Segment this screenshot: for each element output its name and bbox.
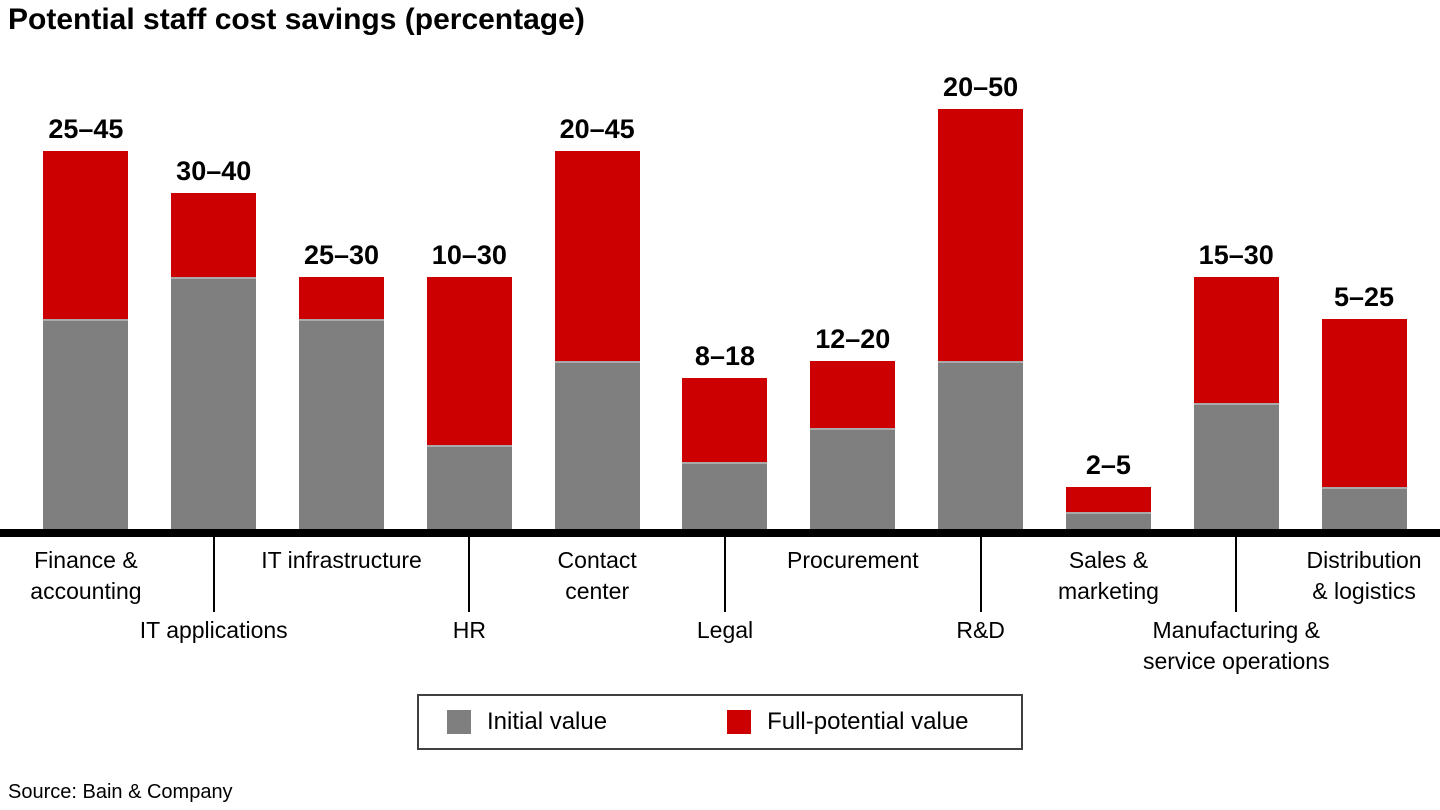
plot-area: 25–45 30–40 25–30 10–30 20–45 8–18 12–20 20–50 2… [22,56,1428,529]
bar-group: 25–45 [22,56,150,529]
legend-item-full-potential-value: Full-potential value [727,708,969,736]
bar-segment-initial [810,428,896,529]
bar-range-label: 15–30 [1198,240,1274,270]
legend-swatch-initial [447,710,471,734]
legend-box: Initial value Full-potential value [417,694,1023,750]
bar-segment-full-potential [554,151,640,361]
x-axis-category-label: Sales & marketing [1057,547,1159,604]
bar-range-label: 30–40 [176,156,252,186]
x-axis-category-label: Legal [696,617,754,643]
x-axis-category-label: Finance & accounting [30,547,142,604]
bar-group: 30–40 [150,56,278,529]
axis-divider-tick [468,537,471,612]
source-caption: Source: Bain & Company [8,781,233,803]
bar-segment-full-potential [426,277,512,445]
bar-segment-full-potential [1193,277,1279,403]
bar-group: 8–18 [661,56,789,529]
bar-range-label: 2–5 [1085,450,1131,481]
bar-range-label: 10–30 [431,240,507,270]
bar-segment-full-potential [810,361,896,429]
bar-segment-full-potential [938,109,1024,361]
legend-swatch-full-potential [727,710,752,734]
bar-range-label: 25–45 [48,114,124,144]
legend-label-initial: Initial value [487,708,608,735]
legend-item-initial-value: Initial value [447,708,607,736]
bar-range-label: 20–50 [943,72,1019,102]
x-axis-baseline [0,529,1440,537]
bar-segment-initial [1065,512,1151,529]
bar-segment-full-potential [1321,319,1407,487]
x-axis-label-area: Finance & accounting IT infrastructure Con… [0,537,1440,687]
x-axis-category-label: R&D [956,617,1005,643]
bar-segment-initial [171,277,257,529]
bar-group: 15–30 [1172,56,1300,529]
bar-range-label: 20–45 [559,114,635,144]
x-axis-category-label: Distribution & logistics [1306,547,1422,604]
bar-segment-full-potential [43,151,129,319]
bar-range-label: 25–30 [303,240,380,270]
bar-segment-initial [299,319,385,529]
bar-group: 5–25 [1300,56,1428,529]
x-axis-category-label: Contact center [557,547,637,604]
legend-label-full-potential: Full-potential value [767,708,969,735]
bar-segment-full-potential [171,193,257,277]
bar-segment-initial [938,361,1024,529]
bar-range-label: 8–18 [694,340,755,371]
bar-segment-initial [426,445,512,529]
bar-segment-initial [1321,487,1407,529]
chart-title: Potential staff cost savings (percentage… [8,3,585,36]
bar-segment-initial [43,319,129,529]
bar-segment-full-potential [682,377,768,462]
x-axis-category-label: Procurement [786,547,919,573]
bar-segment-initial [554,361,640,529]
x-axis-category-label: IT applications [139,617,288,643]
bar-group: 25–30 [278,56,406,529]
bar-segment-full-potential [1065,487,1151,513]
bar-group: 10–30 [405,56,533,529]
axis-divider-tick [979,537,982,612]
bar-range-label: 5–25 [1333,282,1395,312]
bar-segment-initial [682,461,768,529]
axis-divider-tick [724,537,726,612]
bar-segment-initial [1193,403,1279,529]
x-axis-category-label: HR [452,617,486,643]
bar-group: 2–5 [1045,56,1173,529]
bar-segment-full-potential [299,277,385,319]
bar-range-label: 12–20 [815,324,891,355]
x-axis-category-label: IT infrastructure [261,547,422,573]
x-axis-category-label: Manufacturing & service operations [1142,617,1330,674]
axis-divider-tick [1235,537,1238,612]
axis-divider-tick [212,537,215,612]
bar-group: 12–20 [789,56,917,529]
bar-group: 20–45 [533,56,661,529]
bar-group: 20–50 [917,56,1045,529]
